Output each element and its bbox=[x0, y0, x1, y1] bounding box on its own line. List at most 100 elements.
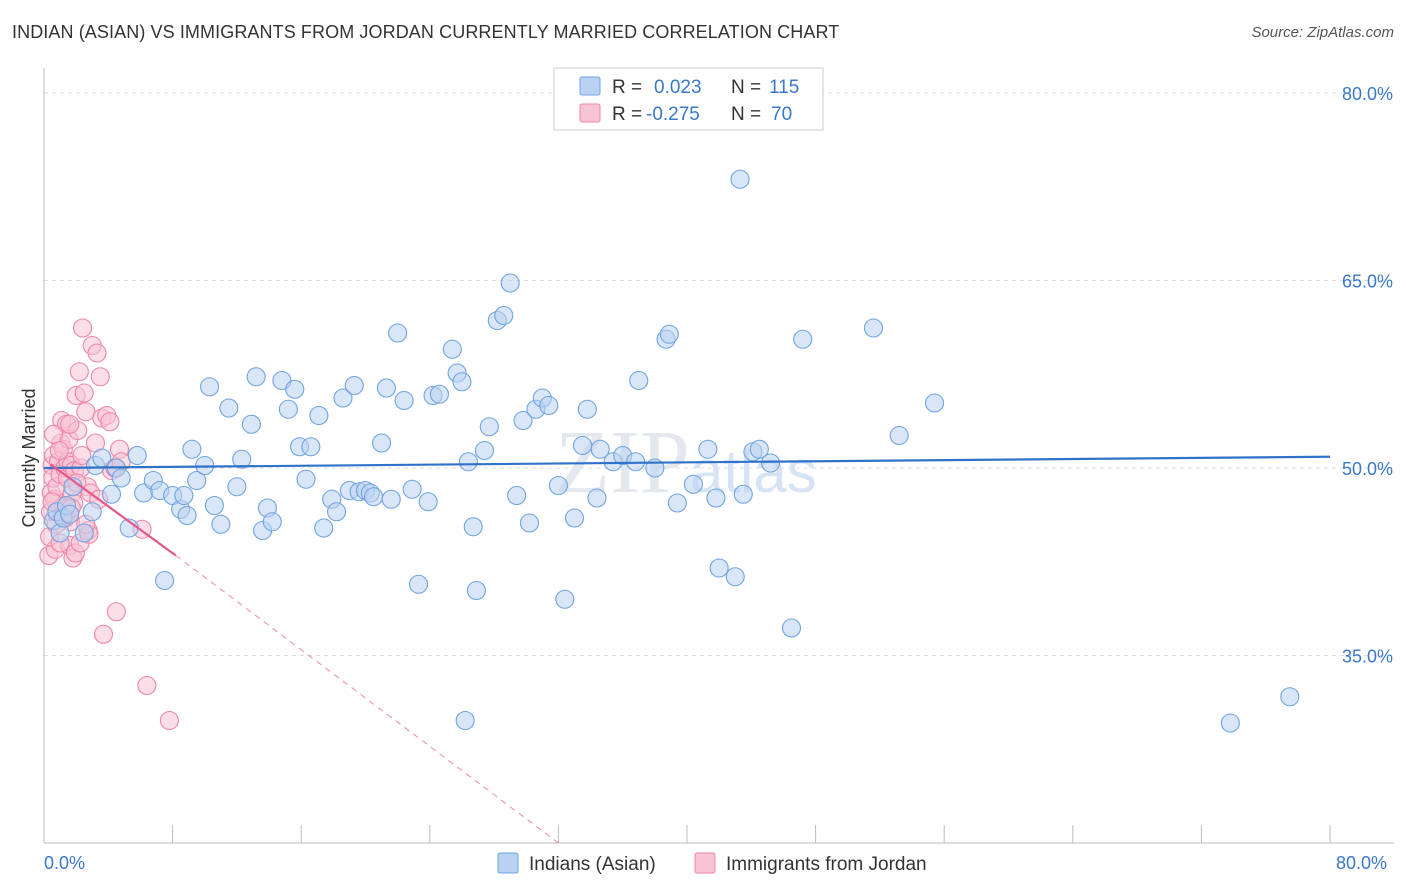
indian-point-70 bbox=[466, 580, 486, 601]
indian-point-109 bbox=[863, 318, 884, 338]
legend-swatch-blue bbox=[579, 76, 601, 96]
jordan-point-60 bbox=[60, 414, 80, 434]
indian-point-76 bbox=[507, 485, 527, 506]
indian-point-72 bbox=[479, 417, 499, 437]
indian-point-98 bbox=[698, 439, 718, 459]
y-tick-label-3: 80.0% bbox=[1342, 84, 1393, 104]
source-label: Source: ZipAtlas.com bbox=[1251, 24, 1394, 41]
indian-point-31 bbox=[227, 477, 247, 497]
indian-point-32 bbox=[232, 449, 252, 469]
y-axis-label: Currently Married bbox=[19, 388, 39, 527]
jordan-point-62 bbox=[72, 445, 92, 466]
indian-point-33 bbox=[241, 414, 261, 434]
chart-title: INDIAN (ASIAN) VS IMMIGRANTS FROM JORDAN… bbox=[12, 22, 840, 42]
bottom-legend-label-blue: Indians (Asian) bbox=[529, 854, 656, 875]
indian-point-64 bbox=[429, 384, 449, 404]
trend-line-jordan bbox=[49, 463, 177, 557]
indian-point-74 bbox=[494, 305, 514, 326]
jordan-point-36 bbox=[76, 402, 96, 422]
indian-point-99 bbox=[706, 488, 726, 508]
legend-r-value-0: 0.023 bbox=[654, 77, 702, 98]
bottom-legend-label-pink: Immigrants from Jordan bbox=[726, 854, 927, 875]
trend-line-indian bbox=[43, 455, 1331, 470]
indian-point-85 bbox=[572, 435, 593, 456]
indian-point-43 bbox=[301, 437, 321, 457]
indian-point-78 bbox=[519, 513, 540, 533]
jordan-point-58 bbox=[49, 440, 69, 461]
bottom-legend-swatch-pink bbox=[694, 852, 716, 874]
indian-point-56 bbox=[376, 378, 396, 398]
indian-point-11 bbox=[101, 484, 122, 504]
indian-point-87 bbox=[587, 488, 607, 508]
indian-point-112 bbox=[1220, 713, 1240, 733]
indian-point-100 bbox=[709, 558, 729, 578]
indian-point-45 bbox=[314, 518, 334, 538]
y-tick-label-0: 35.0% bbox=[1342, 647, 1393, 667]
bottom-legend: Indians (Asian) Immigrants from Jordan bbox=[497, 852, 927, 875]
legend-n-value-0: 115 bbox=[769, 77, 799, 98]
indian-point-15 bbox=[127, 445, 147, 466]
indian-point-25 bbox=[187, 470, 207, 491]
trend-line-jordan-extended bbox=[175, 555, 559, 844]
indian-point-75 bbox=[500, 273, 520, 293]
indian-point-113 bbox=[1280, 687, 1300, 707]
jordan-point-43 bbox=[90, 367, 110, 387]
indian-point-62 bbox=[418, 492, 438, 512]
indian-point-69 bbox=[463, 517, 483, 537]
series-indian-points bbox=[44, 169, 1300, 733]
axes bbox=[43, 68, 1394, 844]
indian-point-55 bbox=[372, 433, 392, 453]
indian-point-57 bbox=[381, 489, 401, 509]
jordan-point-35 bbox=[74, 383, 94, 403]
indian-point-8 bbox=[82, 502, 102, 522]
indian-point-83 bbox=[555, 589, 575, 609]
jordan-point-42 bbox=[87, 343, 107, 363]
indian-point-47 bbox=[327, 502, 347, 522]
jordan-point-34 bbox=[73, 318, 93, 338]
y-tick-label-2: 65.0% bbox=[1342, 272, 1393, 292]
indian-point-29 bbox=[211, 514, 231, 534]
indian-point-28 bbox=[204, 495, 224, 516]
indian-point-5 bbox=[60, 504, 80, 524]
indian-point-103 bbox=[733, 484, 753, 504]
y-tick-label-1: 50.0% bbox=[1342, 459, 1393, 479]
indian-point-108 bbox=[793, 329, 813, 349]
indian-point-106 bbox=[761, 453, 781, 473]
legend-n-value-1: 70 bbox=[771, 104, 792, 125]
legend-r-label-1: R = bbox=[612, 104, 642, 125]
legend-r-value-1: -0.275 bbox=[646, 104, 700, 125]
indian-point-67 bbox=[452, 372, 472, 392]
indian-point-40 bbox=[285, 379, 305, 399]
indian-point-37 bbox=[262, 512, 282, 532]
indian-point-86 bbox=[577, 399, 597, 419]
indian-point-68 bbox=[458, 452, 478, 472]
indian-point-27 bbox=[200, 377, 220, 397]
indian-point-34 bbox=[246, 367, 266, 387]
legend-box: R = 0.023 N = 115 R = -0.275 N = 70 bbox=[553, 67, 824, 131]
indian-point-13 bbox=[111, 468, 131, 488]
bottom-legend-swatch-blue bbox=[497, 852, 519, 874]
jordan-point-65 bbox=[100, 412, 120, 432]
indian-point-19 bbox=[155, 570, 175, 591]
indian-point-95 bbox=[659, 324, 679, 344]
jordan-point-53 bbox=[137, 675, 157, 696]
jordan-point-54 bbox=[159, 710, 179, 731]
indian-point-71 bbox=[474, 440, 495, 461]
indian-point-97 bbox=[683, 474, 703, 494]
indian-point-105 bbox=[749, 439, 769, 459]
jordan-point-49 bbox=[106, 602, 126, 622]
trend-lines bbox=[43, 455, 1331, 844]
indian-point-44 bbox=[309, 405, 329, 426]
indian-point-59 bbox=[394, 390, 414, 411]
jordan-point-45 bbox=[93, 624, 114, 644]
jordan-point-66 bbox=[44, 424, 64, 444]
legend-swatch-pink bbox=[579, 103, 601, 123]
indian-point-114 bbox=[455, 710, 475, 731]
indian-point-81 bbox=[539, 395, 559, 416]
indian-point-111 bbox=[925, 393, 945, 413]
indian-point-110 bbox=[889, 425, 909, 446]
indian-point-102 bbox=[730, 169, 750, 189]
indian-point-48 bbox=[333, 388, 353, 408]
indian-point-92 bbox=[629, 370, 649, 391]
